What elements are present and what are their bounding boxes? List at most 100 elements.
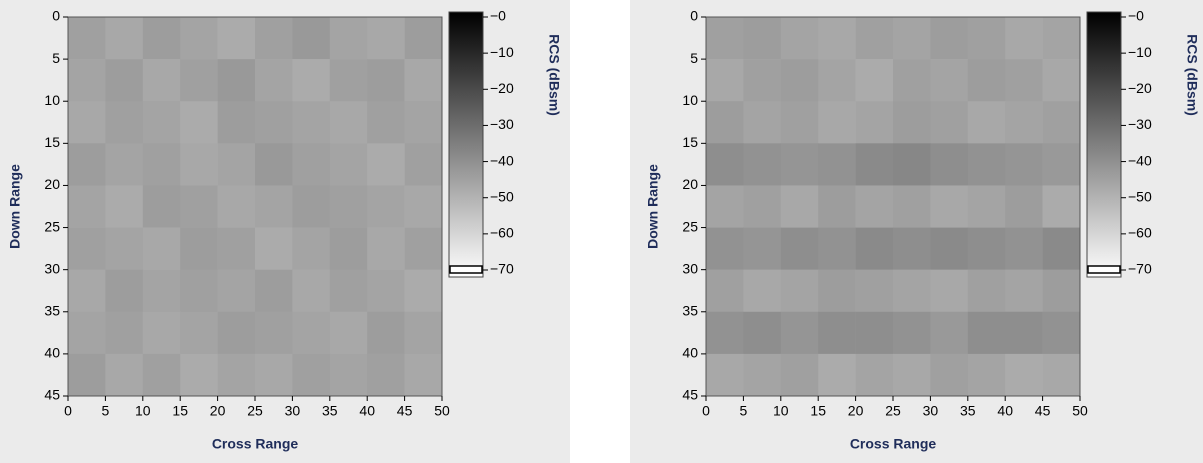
heatmap-cell <box>1005 143 1043 186</box>
heatmap-cell <box>706 101 744 144</box>
heatmap-cell <box>855 143 894 186</box>
heatmap-cell <box>142 353 181 397</box>
heatmap-cell <box>1042 101 1081 144</box>
x-tick-label: 45 <box>397 403 413 419</box>
heatmap-cell <box>743 101 782 144</box>
heatmap-cell <box>1005 185 1043 228</box>
heatmap-cell <box>255 59 293 102</box>
heatmap-cell <box>893 143 931 186</box>
heatmap-cell <box>706 143 744 186</box>
colorbar-marker <box>1087 265 1121 274</box>
heatmap-cell <box>818 101 856 144</box>
heatmap-cell <box>292 353 331 397</box>
heatmap-cell <box>930 143 969 186</box>
colorbar-tick-label: −20 <box>1128 80 1152 96</box>
heatmap-cell <box>142 269 181 313</box>
heatmap-cell <box>743 59 782 102</box>
heatmap-cell <box>367 269 405 313</box>
x-tick-label: 5 <box>740 403 748 419</box>
heatmap-cell <box>367 353 405 397</box>
heatmap-cell <box>105 59 144 102</box>
heatmap-cell <box>780 17 819 60</box>
x-tick-label: 0 <box>64 403 72 419</box>
heatmap-cell <box>255 227 293 270</box>
colorbar-tick-label: −70 <box>1128 261 1152 277</box>
heatmap-cell <box>706 269 744 313</box>
heatmap-cell <box>404 311 443 355</box>
heatmap-cell <box>142 143 181 186</box>
heatmap-cell <box>329 59 368 102</box>
x-axis-label: Cross Range <box>212 436 299 452</box>
heatmap-cell <box>105 227 144 270</box>
colorbar-tick-label: −0 <box>490 8 506 24</box>
x-tick-label: 5 <box>102 403 110 419</box>
y-tick-label: 15 <box>44 134 60 150</box>
heatmap-cell <box>743 353 782 397</box>
heatmap-cell <box>1042 17 1081 60</box>
y-tick-label: 0 <box>690 8 698 24</box>
heatmap-cell <box>780 353 819 397</box>
y-tick-label: 35 <box>44 302 60 318</box>
heatmap-cell <box>217 59 256 102</box>
heatmap-cell <box>818 269 856 313</box>
heatmap-cell <box>855 101 894 144</box>
heatmap-cell <box>893 353 931 397</box>
heatmap-cell <box>292 185 331 228</box>
y-tick-label: 25 <box>44 218 60 234</box>
heatmap-cell <box>967 17 1006 60</box>
x-axis-label: Cross Range <box>850 436 937 452</box>
heatmap-cell <box>255 269 293 313</box>
heatmap-cell <box>818 143 856 186</box>
heatmap-cell <box>367 311 405 355</box>
y-tick-label: 5 <box>690 50 698 66</box>
y-tick-label: 20 <box>682 176 698 192</box>
heatmap-cell <box>367 185 405 228</box>
heatmap-cell <box>329 227 368 270</box>
heatmap-cell <box>818 353 856 397</box>
heatmap-cell <box>329 143 368 186</box>
heatmap-cell <box>967 101 1006 144</box>
heatmap-cell <box>967 185 1006 228</box>
x-tick-label: 15 <box>172 403 188 419</box>
heatmap-cell <box>329 269 368 313</box>
heatmap-cell <box>930 101 969 144</box>
y-tick-label: 35 <box>682 302 698 318</box>
y-axis-label: Down Range <box>645 164 661 249</box>
heatmap-cell <box>930 227 969 270</box>
heatmap-cell <box>105 311 144 355</box>
heatmap-cell <box>1005 269 1043 313</box>
heatmap-cell <box>404 227 443 270</box>
heatmap-cell <box>855 17 894 60</box>
heatmap-cell <box>743 227 782 270</box>
heatmap-cell <box>855 353 894 397</box>
heatmap-cell <box>930 59 969 102</box>
heatmap-cell <box>930 185 969 228</box>
colorbar <box>1086 11 1122 278</box>
heatmap-cell <box>743 311 782 355</box>
heatmap-cell <box>893 269 931 313</box>
heatmap-cell <box>180 185 218 228</box>
heatmap-cell <box>105 269 144 313</box>
heatmap-cell <box>217 269 256 313</box>
heatmap-cell <box>893 311 931 355</box>
y-tick-label: 5 <box>52 50 60 66</box>
x-tick-label: 20 <box>848 403 864 419</box>
x-tick-label: 35 <box>322 403 338 419</box>
heatmap-cell <box>105 353 144 397</box>
heatmap-cell <box>1042 311 1081 355</box>
colorbar-tick-label: −60 <box>490 225 514 241</box>
heatmap-cell <box>1005 227 1043 270</box>
x-tick-label: 50 <box>1072 403 1088 419</box>
x-tick-label: 10 <box>773 403 789 419</box>
heatmap-cell <box>706 311 744 355</box>
x-tick-label: 40 <box>359 403 375 419</box>
heatmap-cell <box>818 59 856 102</box>
x-tick-label: 50 <box>434 403 450 419</box>
heatmap-cell <box>404 143 443 186</box>
y-tick-label: 10 <box>682 92 698 108</box>
colorbar <box>448 11 484 278</box>
heatmap-cell <box>142 185 181 228</box>
heatmap-cell <box>706 353 744 397</box>
heatmap-cell <box>930 353 969 397</box>
